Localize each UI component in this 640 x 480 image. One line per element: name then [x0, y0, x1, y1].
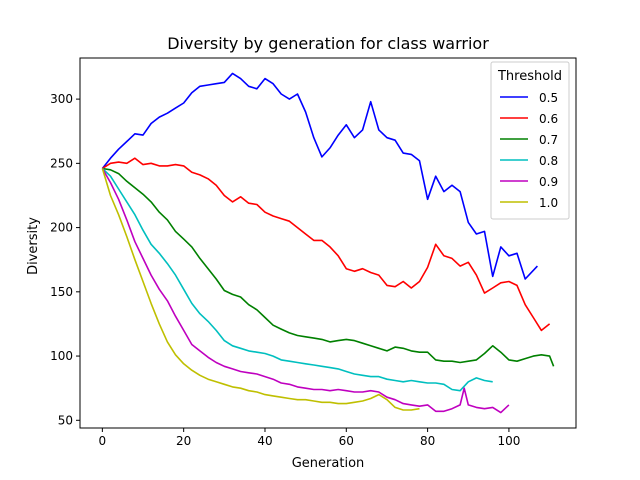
y-tick-label-0: 50 — [58, 413, 73, 427]
series-line-0 — [101, 72, 538, 280]
y-tick-label-4: 250 — [50, 156, 73, 170]
legend-label-5: 1.0 — [539, 196, 558, 210]
axes-frame — [79, 57, 577, 429]
legend-label-4: 0.9 — [539, 175, 558, 189]
series-line-3 — [101, 167, 493, 392]
legend-label-0: 0.5 — [539, 91, 558, 105]
y-axis-label: Diversity — [26, 217, 41, 275]
axes-border — [79, 57, 577, 429]
plot-area — [101, 72, 555, 414]
x-tick-label-1: 20 — [176, 434, 191, 448]
legend-box — [490, 61, 570, 220]
x-tick-label-5: 100 — [497, 434, 520, 448]
x-axis-label: Generation — [292, 456, 365, 471]
series-line-2 — [102, 167, 555, 367]
y-tick-label-3: 200 — [50, 221, 73, 235]
series-line-1 — [101, 157, 551, 332]
x-axis: 0 20 40 60 80 100 — [99, 428, 520, 448]
legend-label-1: 0.6 — [539, 112, 558, 126]
x-tick-label-0: 0 — [99, 434, 107, 448]
series-line-5 — [101, 168, 420, 411]
y-axis: 50 100 150 200 250 300 — [50, 92, 80, 427]
chart-title: Diversity by generation for class warrio… — [167, 34, 489, 53]
legend-label-2: 0.7 — [539, 133, 558, 147]
y-tick-label-2: 150 — [50, 285, 73, 299]
legend-label-3: 0.8 — [539, 154, 558, 168]
legend-title: Threshold — [497, 69, 562, 84]
legend: Threshold 0.5 0.6 0.7 0.8 0.9 1.0 — [490, 61, 570, 220]
y-tick-label-1: 100 — [50, 349, 73, 363]
x-tick-label-4: 80 — [420, 434, 435, 448]
legend-entries: 0.5 0.6 0.7 0.8 0.9 1.0 — [500, 91, 558, 210]
x-tick-label-2: 40 — [257, 434, 272, 448]
x-tick-label-3: 60 — [339, 434, 354, 448]
series-line-4 — [101, 168, 510, 414]
y-tick-label-5: 300 — [50, 92, 73, 106]
